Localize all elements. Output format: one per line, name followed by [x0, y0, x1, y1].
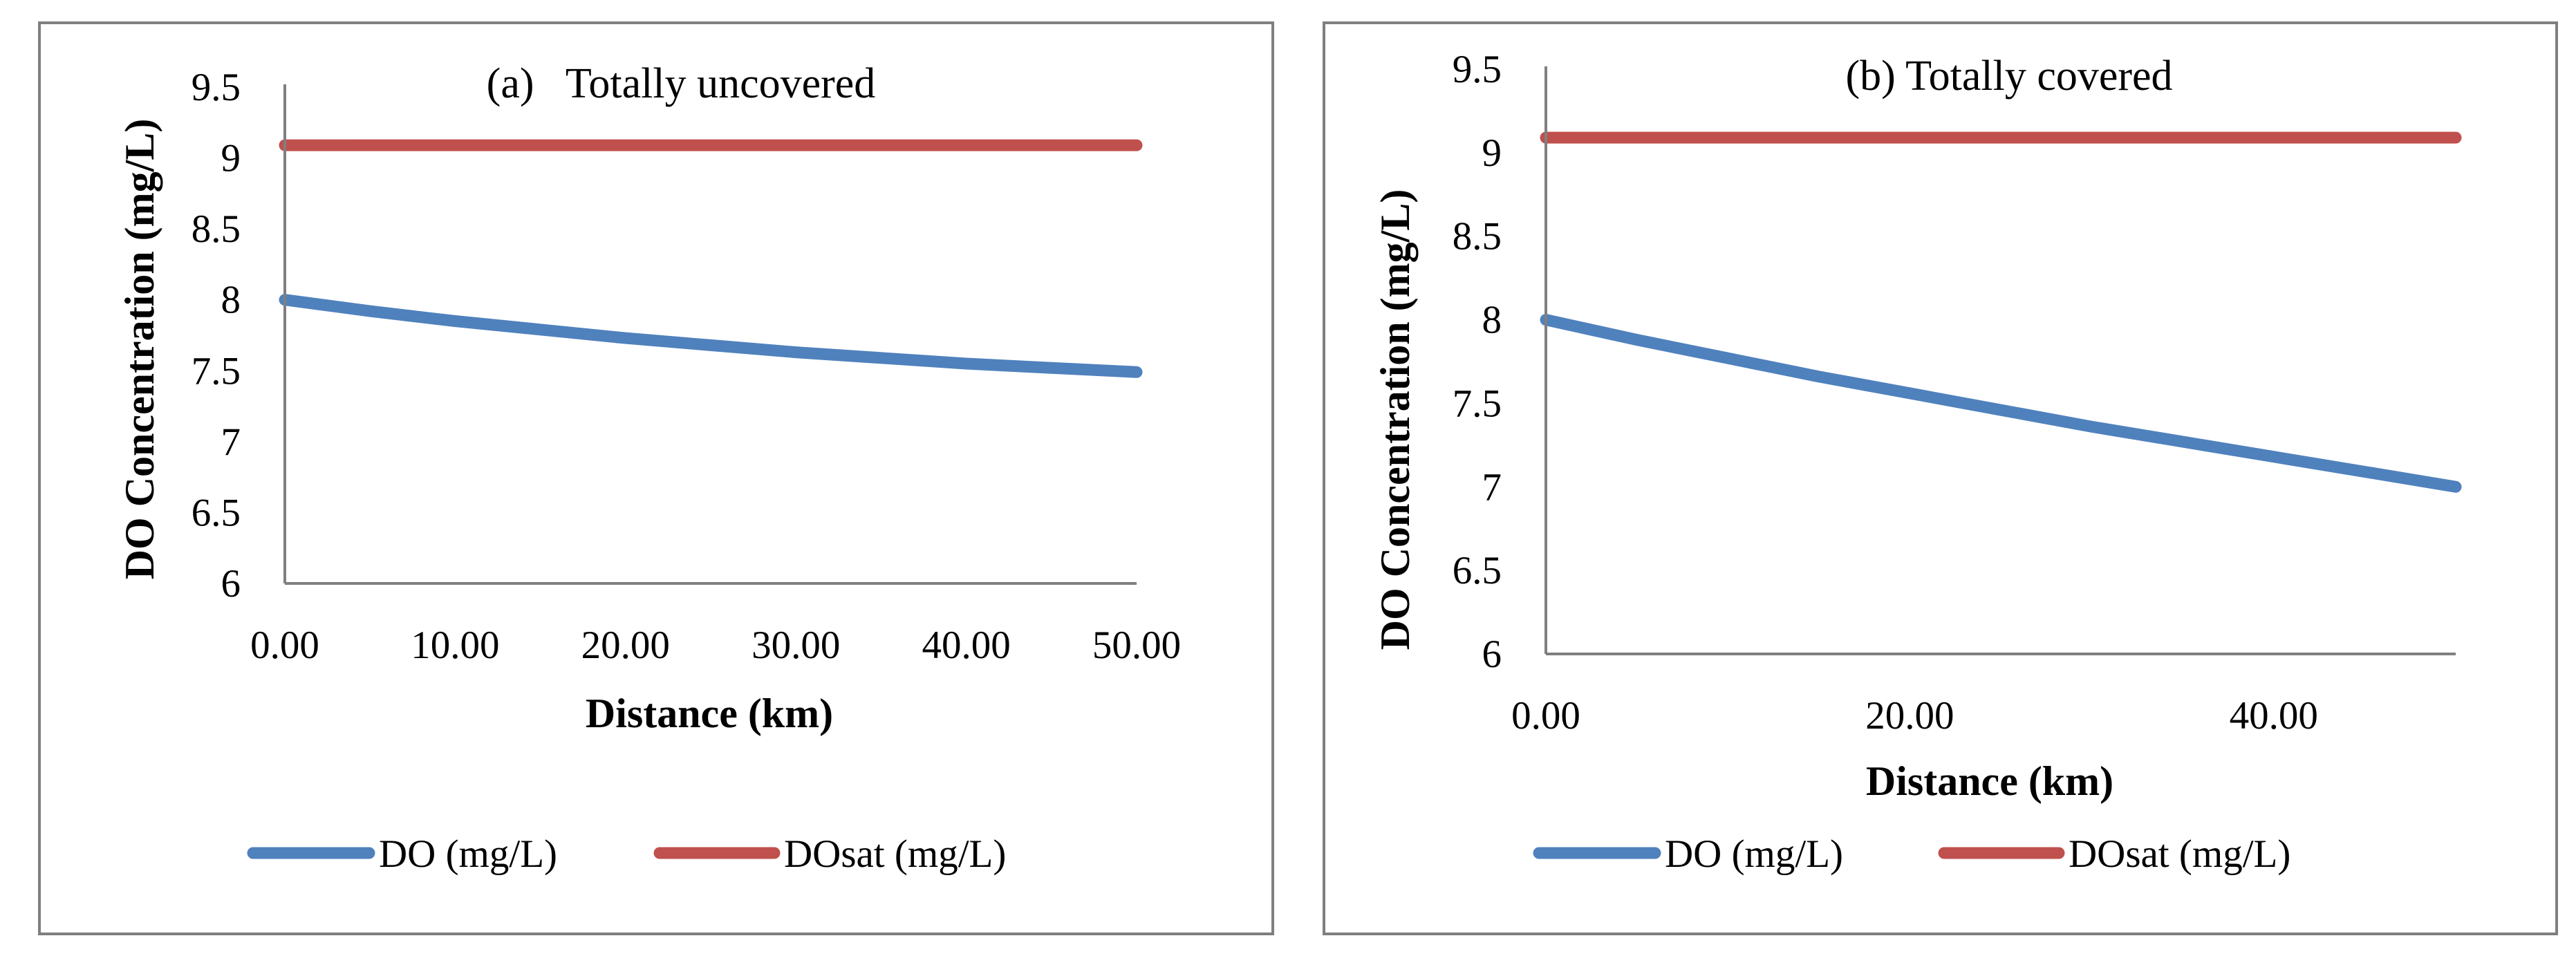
x-axis-title-a: Distance (km): [586, 691, 833, 736]
series-do-line: [1540, 314, 2462, 493]
y-tick-label: 6.5: [192, 491, 241, 534]
legend-label-do: DO (mg/L): [379, 832, 557, 876]
y-tick-label: 6: [1482, 633, 1502, 676]
y-tick-label: 6.5: [1453, 549, 1502, 592]
y-tick-labels-b: 6 6.5 7 7.5 8 8.5 9 9.5: [1453, 48, 1502, 676]
y-tick-label: 8.5: [1453, 215, 1502, 259]
x-tick-label: 10.00: [411, 624, 499, 667]
y-tick-label: 6: [221, 562, 241, 606]
x-axis-title-b: Distance (km): [1866, 758, 2113, 804]
chart-title-b: (b) Totally covered: [1845, 53, 2172, 100]
y-tick-labels-a: 6 6.5 7 7.5 8 8.5 9 9.5: [192, 66, 241, 606]
panel-b-frame: [1323, 21, 2558, 935]
legend-a: DO (mg/L) DOsat (mg/L): [247, 832, 1006, 876]
legend-label-dosat: DOsat (mg/L): [784, 832, 1006, 876]
x-tick-label: 50.00: [1092, 624, 1181, 667]
x-tick-label: 0.00: [250, 624, 319, 667]
chart-title-a: (a) Totally uncovered: [487, 60, 876, 107]
legend-b: DO (mg/L) DOsat (mg/L): [1533, 832, 2290, 876]
y-tick-label: 7: [221, 420, 241, 464]
x-tick-label: 0.00: [1511, 694, 1580, 738]
x-tick-label: 40.00: [2230, 694, 2318, 738]
x-tick-label: 40.00: [922, 624, 1010, 667]
y-tick-label: 9: [221, 137, 241, 180]
legend-label-dosat: DOsat (mg/L): [2069, 832, 2290, 876]
chart-panel-a: (a) Totally uncovered 6 6.5 7 7.5 8 8.5 …: [38, 21, 1274, 935]
x-tick-label: 20.00: [581, 624, 670, 667]
y-tick-label: 9: [1482, 131, 1502, 175]
y-tick-label: 9.5: [1453, 48, 1502, 91]
y-tick-label: 9.5: [192, 66, 241, 109]
y-tick-label: 7.5: [192, 349, 241, 393]
y-axis-title-a: DO Concentration (mg/L): [117, 119, 162, 580]
x-tick-label: 20.00: [1865, 694, 1954, 738]
x-tick-labels-a: 0.00 10.00 20.00 30.00 40.00 50.00: [250, 624, 1181, 667]
y-tick-label: 7.5: [1453, 382, 1502, 425]
series-layer-b: [1540, 131, 2462, 493]
y-tick-label: 8.5: [192, 207, 241, 251]
y-tick-label: 7: [1482, 465, 1502, 509]
y-axis-title-b: DO Concentration (mg/L): [1372, 189, 1418, 650]
y-tick-label: 8: [1482, 299, 1502, 342]
series-do-line: [279, 294, 1143, 378]
legend-label-do: DO (mg/L): [1665, 832, 1843, 876]
y-tick-label: 8: [221, 279, 241, 322]
panel-a-frame: [38, 21, 1274, 935]
chart-panel-b: (b) Totally covered 6 6.5 7 7.5 8 8.5 9 …: [1323, 21, 2558, 935]
x-tick-labels-b: 0.00 20.00 40.00: [1511, 694, 2318, 738]
x-tick-label: 30.00: [752, 624, 840, 667]
series-layer-a: [279, 139, 1143, 378]
